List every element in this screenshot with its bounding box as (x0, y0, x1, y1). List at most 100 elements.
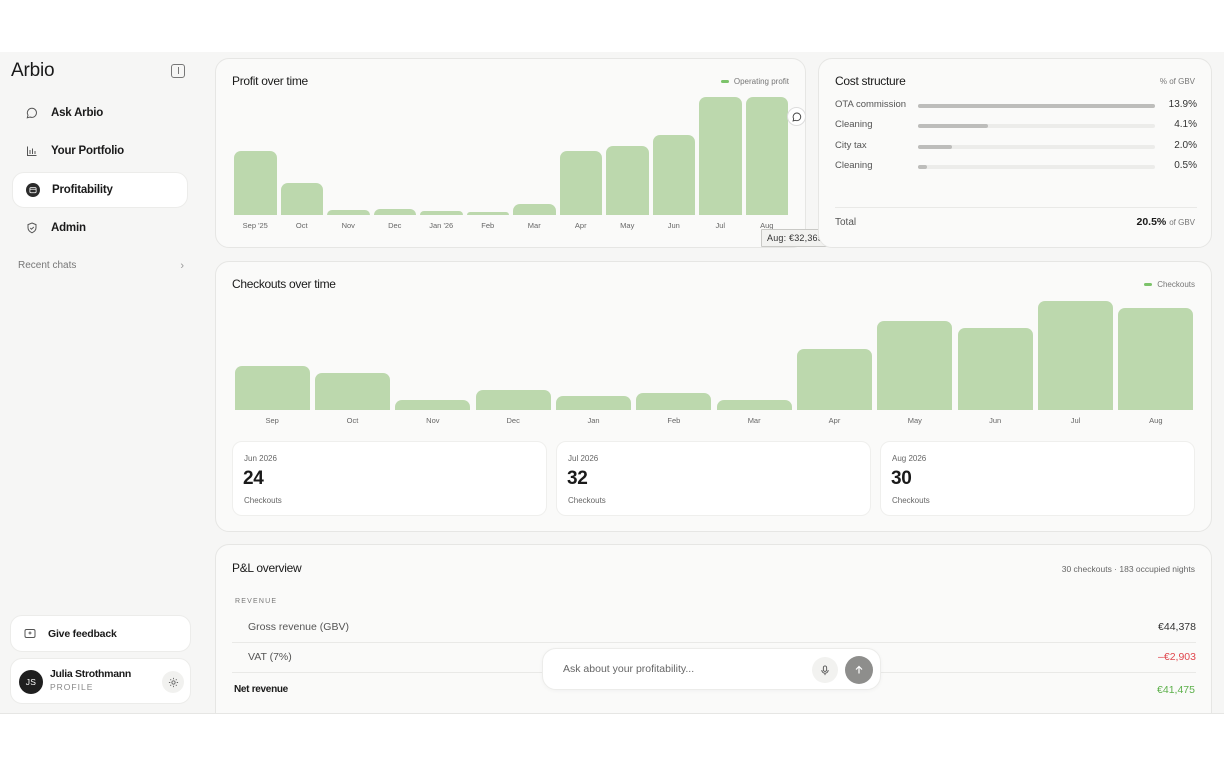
cost-row-label: OTA commission (835, 99, 907, 110)
cost-row-bar-fill (918, 144, 953, 149)
chart-bar[interactable] (606, 145, 649, 215)
cost-row-bar-fill (918, 104, 1155, 108)
chat-bubble-icon (25, 106, 39, 120)
cost-row-bar (918, 104, 1155, 108)
chat-input-bar[interactable]: Ask about your profitability... (542, 648, 881, 690)
chart-bar[interactable] (716, 399, 792, 410)
x-tick-label: Jun (667, 221, 680, 230)
chart-bar[interactable] (636, 392, 712, 410)
comment-button[interactable] (787, 107, 806, 126)
chart-bar[interactable] (280, 183, 323, 215)
pl-row-value: –€2,903 (1158, 651, 1196, 663)
give-feedback-button[interactable]: Give feedback (10, 615, 191, 652)
chevron-right-icon: › (180, 260, 184, 272)
stat-unit: Checkouts (244, 496, 282, 505)
arrow-up-icon (854, 665, 864, 675)
stat-period: Aug 2026 (892, 454, 927, 463)
pl-title: P&L overview (232, 561, 302, 575)
stat-value: 24 (243, 468, 264, 489)
x-tick-label: Sep (265, 416, 279, 425)
chart-bar[interactable] (420, 211, 463, 215)
cost-row-bar (918, 124, 1155, 129)
settings-button[interactable] (162, 671, 184, 693)
divider (835, 207, 1197, 208)
chat-input[interactable]: Ask about your profitability... (563, 663, 695, 675)
cost-row: Cleaning 0.5% (835, 160, 1197, 174)
stat-period: Jun 2026 (244, 454, 277, 463)
legend-label: Checkouts (1157, 280, 1195, 289)
app-logo: Arbio (11, 60, 55, 81)
pl-row-value: €44,378 (1158, 621, 1196, 633)
chart-bar[interactable] (466, 211, 509, 215)
collapse-sidebar-icon[interactable] (171, 64, 185, 78)
cost-row-value: 0.5% (1174, 159, 1197, 171)
avatar: JS (19, 670, 43, 694)
chart-bar[interactable] (652, 135, 695, 215)
chart-bar[interactable] (475, 389, 551, 410)
cost-row-bar (918, 144, 1155, 149)
chart-bar[interactable] (699, 97, 742, 215)
pl-summary: 30 checkouts · 183 occupied nights (1061, 564, 1195, 574)
feedback-icon (24, 628, 36, 640)
sidebar-item-your-portfolio[interactable]: Your Portfolio (12, 133, 188, 169)
voice-input-button[interactable] (812, 657, 838, 683)
bar-chart-icon (25, 144, 39, 158)
pl-row-label: Gross revenue (GBV) (248, 621, 349, 633)
x-tick-label: Oct (346, 416, 359, 425)
send-button[interactable] (845, 656, 873, 684)
chart-bar[interactable] (234, 365, 310, 410)
checkouts-chart-legend: Checkouts (1144, 280, 1195, 289)
cost-row-value: 4.1% (1174, 119, 1197, 131)
chart-bar[interactable] (1037, 301, 1114, 410)
net-revenue-label: Net revenue (234, 684, 288, 695)
x-tick-label: May (620, 221, 635, 230)
chart-bar[interactable] (395, 399, 471, 410)
x-tick-label: Aug (760, 221, 774, 230)
chat-bubble-icon (791, 112, 802, 122)
stat-card: Jul 2026 32 Checkouts (556, 441, 871, 516)
sidebar-item-label: Profitability (52, 184, 113, 196)
chart-bar[interactable] (314, 372, 391, 410)
x-tick-label: Jun (989, 416, 1002, 425)
recent-chats-toggle[interactable]: Recent chats › (18, 260, 184, 272)
chart-bar[interactable] (327, 210, 370, 215)
shield-icon (25, 221, 39, 235)
checkouts-chart-plot (232, 301, 1196, 410)
chart-bar[interactable] (1118, 307, 1194, 410)
x-tick-label: Dec (388, 221, 402, 230)
cost-structure-card: Cost structure % of GBV OTA commission 13… (818, 58, 1212, 248)
x-tick-label: Apr (574, 221, 587, 230)
chart-bar[interactable] (957, 328, 1033, 410)
chart-bar[interactable] (513, 204, 556, 215)
x-tick-label: Nov (426, 416, 440, 425)
pl-section-label: REVENUE (235, 598, 278, 605)
sidebar-item-ask-arbio[interactable]: Ask Arbio (12, 95, 188, 131)
stat-card: Aug 2026 30 Checkouts (880, 441, 1195, 516)
chart-bar[interactable] (796, 348, 873, 410)
stat-unit: Checkouts (892, 496, 930, 505)
sidebar-item-profitability[interactable]: Profitability (12, 172, 188, 208)
checkouts-chart-title: Checkouts over time (232, 277, 336, 291)
wallet-icon (26, 183, 40, 197)
chart-bar[interactable] (559, 151, 602, 215)
x-tick-label: May (907, 416, 922, 425)
sidebar-item-admin[interactable]: Admin (12, 210, 188, 246)
chart-bar[interactable] (373, 208, 416, 215)
chart-bar[interactable] (745, 97, 788, 215)
x-tick-label: Nov (341, 221, 355, 230)
pl-overview-card: P&L overview 30 checkouts · 183 occupied… (215, 544, 1212, 713)
x-tick-label: Apr (828, 416, 841, 425)
cost-row-label: City tax (835, 139, 867, 151)
chart-bar[interactable] (234, 151, 277, 215)
chart-bar[interactable] (877, 321, 953, 410)
stat-value: 30 (891, 468, 912, 489)
legend-swatch (1144, 283, 1153, 286)
profit-chart-x-axis: Sep '25 Oct Nov Dec Jan '26 Feb Mar Apr May Jun Ju… (232, 221, 790, 233)
x-tick-label: Aug (1149, 416, 1163, 425)
profit-chart-plot (232, 95, 790, 215)
legend-label: Operating profit (733, 77, 789, 86)
chart-bar[interactable] (555, 396, 632, 410)
pl-row-label: VAT (7%) (248, 651, 292, 663)
profile-card[interactable]: JS Julia Strothmann PROFILE (10, 658, 191, 704)
sidebar: Arbio Ask Arbio Your Portfolio Profitabi… (0, 52, 200, 713)
